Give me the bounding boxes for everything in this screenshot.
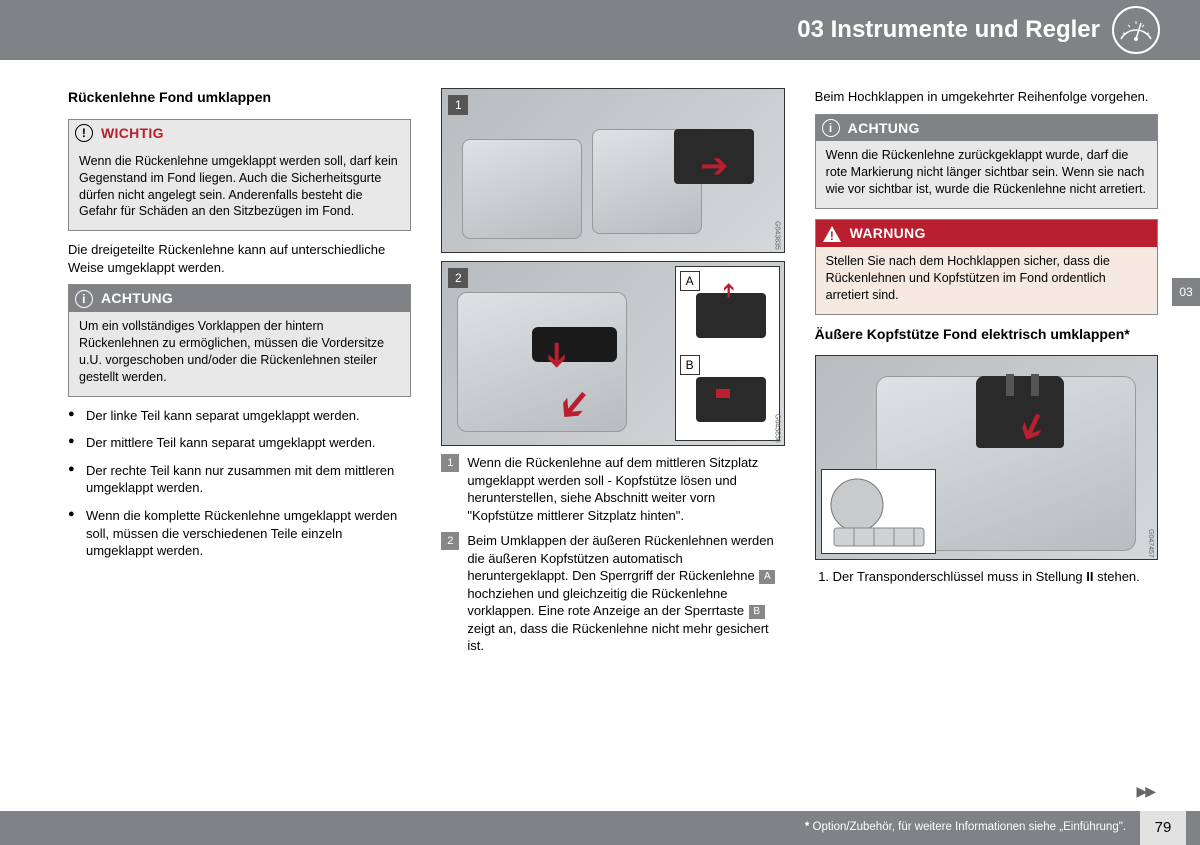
- figure-2: 2 ➔ ➔ A ➔ B G043836: [441, 261, 784, 446]
- callout-achtung: i ACHTUNG Um ein vollständiges Vorklappe…: [68, 284, 411, 396]
- callout-body: Stellen Sie nach dem Hochklappen sicher,…: [816, 247, 1157, 314]
- section-heading: Rückenlehne Fond umklappen: [68, 88, 411, 107]
- callout-header: i ACHTUNG: [816, 115, 1157, 142]
- info-icon: i: [75, 290, 93, 308]
- important-icon: !: [75, 124, 93, 142]
- warning-icon: !: [822, 225, 842, 243]
- section-heading-2: Äußere Kopfstütze Fond elektrisch umklap…: [815, 325, 1158, 344]
- figure-3: ➔ G047457: [815, 355, 1158, 560]
- callout-body: Um ein vollständiges Vorklappen der hint…: [69, 312, 410, 396]
- inline-badge-a: A: [759, 570, 775, 584]
- callout-title: ACHTUNG: [101, 289, 173, 308]
- ordered-list: Der Transponderschlüssel muss in Stellun…: [815, 568, 1158, 586]
- list-item: Wenn die komplette Rückenlehne umgeklapp…: [68, 507, 411, 560]
- page-header: 03 Instrumente und Regler: [0, 0, 1200, 60]
- step-number: 2: [441, 532, 459, 550]
- info-icon: i: [822, 119, 840, 137]
- list-item: Der rechte Teil kann nur zusammen mit de…: [68, 462, 411, 497]
- numbered-steps: 1 Wenn die Rückenlehne auf dem mittleren…: [441, 454, 784, 655]
- list-item: Der Transponderschlüssel muss in Stellun…: [833, 568, 1158, 586]
- gauge-icon: [1112, 6, 1160, 54]
- callout-title: ACHTUNG: [848, 119, 920, 138]
- figure-code: G047457: [1146, 529, 1155, 558]
- step-item: 1 Wenn die Rückenlehne auf dem mittleren…: [441, 454, 784, 524]
- intro-text: Beim Hochklappen in umgekehrter Reihenfo…: [815, 88, 1158, 106]
- callout-title: WICHTIG: [101, 124, 164, 143]
- header-title: 03 Instrumente und Regler: [797, 14, 1100, 46]
- callout-warnung: ! WARNUNG Stellen Sie nach dem Hochklapp…: [815, 219, 1158, 315]
- step-item: 2 Beim Umklappen der äußeren Rückenlehne…: [441, 532, 784, 655]
- callout-header: i ACHTUNG: [69, 285, 410, 312]
- figure-code: G043836: [772, 414, 781, 443]
- step-text: Wenn die Rückenlehne auf dem mittleren S…: [467, 454, 784, 524]
- figure-1: 1 ➔ G043835: [441, 88, 784, 253]
- page-footer: * Option/Zubehör, für weitere Informatio…: [0, 811, 1200, 845]
- side-tab: 03: [1172, 278, 1200, 306]
- step-text: Beim Umklappen der äußeren Rückenlehnen …: [467, 532, 784, 655]
- svg-text:!: !: [830, 229, 834, 243]
- chapter-title: Instrumente und Regler: [831, 16, 1100, 43]
- figure-number-badge: 1: [448, 95, 468, 115]
- detail-letter-a: A: [680, 271, 700, 291]
- figure-code: G043835: [772, 221, 781, 250]
- callout-body: Wenn die Rückenlehne zurückgeklappt wurd…: [816, 141, 1157, 208]
- footnote: * Option/Zubehör, für weitere Informatio…: [805, 820, 1126, 836]
- column-1: Rückenlehne Fond umklappen ! WICHTIG Wen…: [68, 88, 411, 775]
- intro-text: Die dreigeteilte Rückenlehne kann auf un…: [68, 241, 411, 276]
- chapter-number: 03: [797, 16, 824, 43]
- key-position: II: [1086, 569, 1093, 584]
- bullet-list: Der linke Teil kann separat umgeklappt w…: [68, 407, 411, 560]
- main-content: Rückenlehne Fond umklappen ! WICHTIG Wen…: [68, 88, 1158, 775]
- detail-letter-b: B: [680, 355, 700, 375]
- page-number: 79: [1140, 811, 1186, 845]
- figure-number-badge: 2: [448, 268, 468, 288]
- inline-badge-b: B: [749, 605, 765, 619]
- callout-title: WARNUNG: [850, 224, 926, 243]
- column-2: 1 ➔ G043835 2 ➔ ➔ A ➔ B G043836: [441, 88, 784, 775]
- continue-arrows-icon: ▶▶: [1136, 782, 1154, 801]
- callout-wichtig: ! WICHTIG Wenn die Rückenlehne umgeklapp…: [68, 119, 411, 231]
- column-3: Beim Hochklappen in umgekehrter Reihenfo…: [815, 88, 1158, 775]
- callout-body: Wenn die Rückenlehne umgeklappt werden s…: [69, 147, 410, 231]
- step-number: 1: [441, 454, 459, 472]
- list-item: Der mittlere Teil kann separat umgeklapp…: [68, 434, 411, 452]
- list-item: Der linke Teil kann separat umgeklappt w…: [68, 407, 411, 425]
- callout-header: ! WARNUNG: [816, 220, 1157, 247]
- callout-achtung: i ACHTUNG Wenn die Rückenlehne zurückgek…: [815, 114, 1158, 210]
- callout-header: ! WICHTIG: [69, 120, 410, 147]
